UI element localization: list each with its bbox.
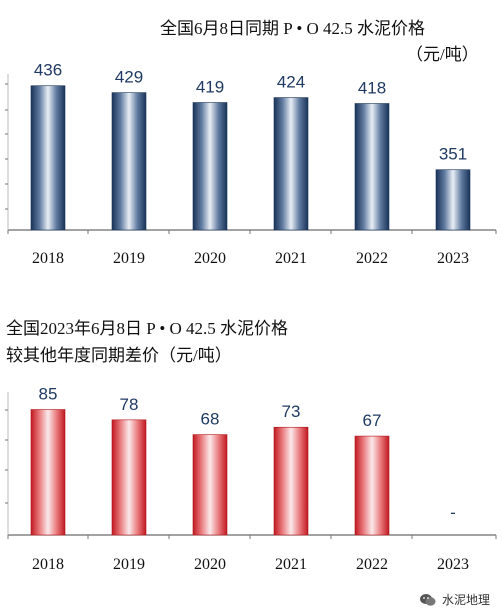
bar-2018 — [30, 409, 66, 536]
category-label-2021: 2021 — [275, 250, 307, 267]
category-label-2020: 2020 — [194, 250, 226, 267]
category-label-2022: 2022 — [356, 556, 388, 573]
chart2-subtitle: 较其他年度同期差价（元/吨） — [6, 346, 232, 365]
category-label-2019: 2019 — [113, 250, 145, 267]
category-label-2018: 2018 — [32, 556, 64, 573]
bar-2021 — [273, 426, 309, 536]
data-label-2021: 73 — [282, 402, 301, 421]
chart2-title: 全国2023年6月8日 P • O 42.5 水泥价格 — [6, 319, 289, 338]
category-label-2023: 2023 — [437, 250, 469, 267]
bar-2023 — [435, 169, 471, 231]
data-label-2022: 418 — [358, 79, 386, 98]
category-label-2019: 2019 — [113, 556, 145, 573]
category-label-2021: 2021 — [275, 556, 307, 573]
bar-2019 — [111, 419, 147, 536]
data-label-2020: 419 — [196, 78, 224, 97]
chart-2: 85 2018 78 2019 68 2020 73 2021 67 2022 - 2023 — [5, 385, 497, 573]
wechat-icon — [419, 593, 436, 607]
data-label-2018: 436 — [34, 61, 62, 80]
category-label-2022: 2022 — [356, 250, 388, 267]
data-label-2018: 85 — [39, 385, 58, 404]
bar-2021 — [273, 97, 309, 231]
data-label-2021: 424 — [277, 73, 305, 92]
chart1-title: 全国6月8日同期 P • O 42.5 水泥价格 — [160, 19, 426, 38]
bar-2020 — [192, 434, 228, 536]
bar-2022 — [354, 435, 390, 536]
bar-2022 — [354, 103, 390, 231]
watermark: 水泥地理 — [419, 591, 490, 608]
data-label-2020: 68 — [201, 410, 220, 429]
data-label-2023: 351 — [439, 145, 467, 164]
category-label-2023: 2023 — [437, 556, 469, 573]
category-label-2020: 2020 — [194, 556, 226, 573]
chart1-subtitle: （元/吨） — [406, 45, 479, 64]
data-label-2019: 429 — [115, 68, 143, 87]
data-label-2022: 67 — [363, 411, 382, 430]
watermark-text: 水泥地理 — [441, 593, 490, 607]
category-label-2018: 2018 — [32, 250, 64, 267]
bar-2018 — [30, 85, 66, 231]
bar-2019 — [111, 92, 147, 231]
data-label-2023: - — [450, 503, 456, 522]
bar-2020 — [192, 102, 228, 231]
chart-1: 436 2018 429 2019 419 2020 424 2021 418 2022 351 20… — [5, 61, 497, 267]
data-label-2019: 78 — [120, 395, 139, 414]
